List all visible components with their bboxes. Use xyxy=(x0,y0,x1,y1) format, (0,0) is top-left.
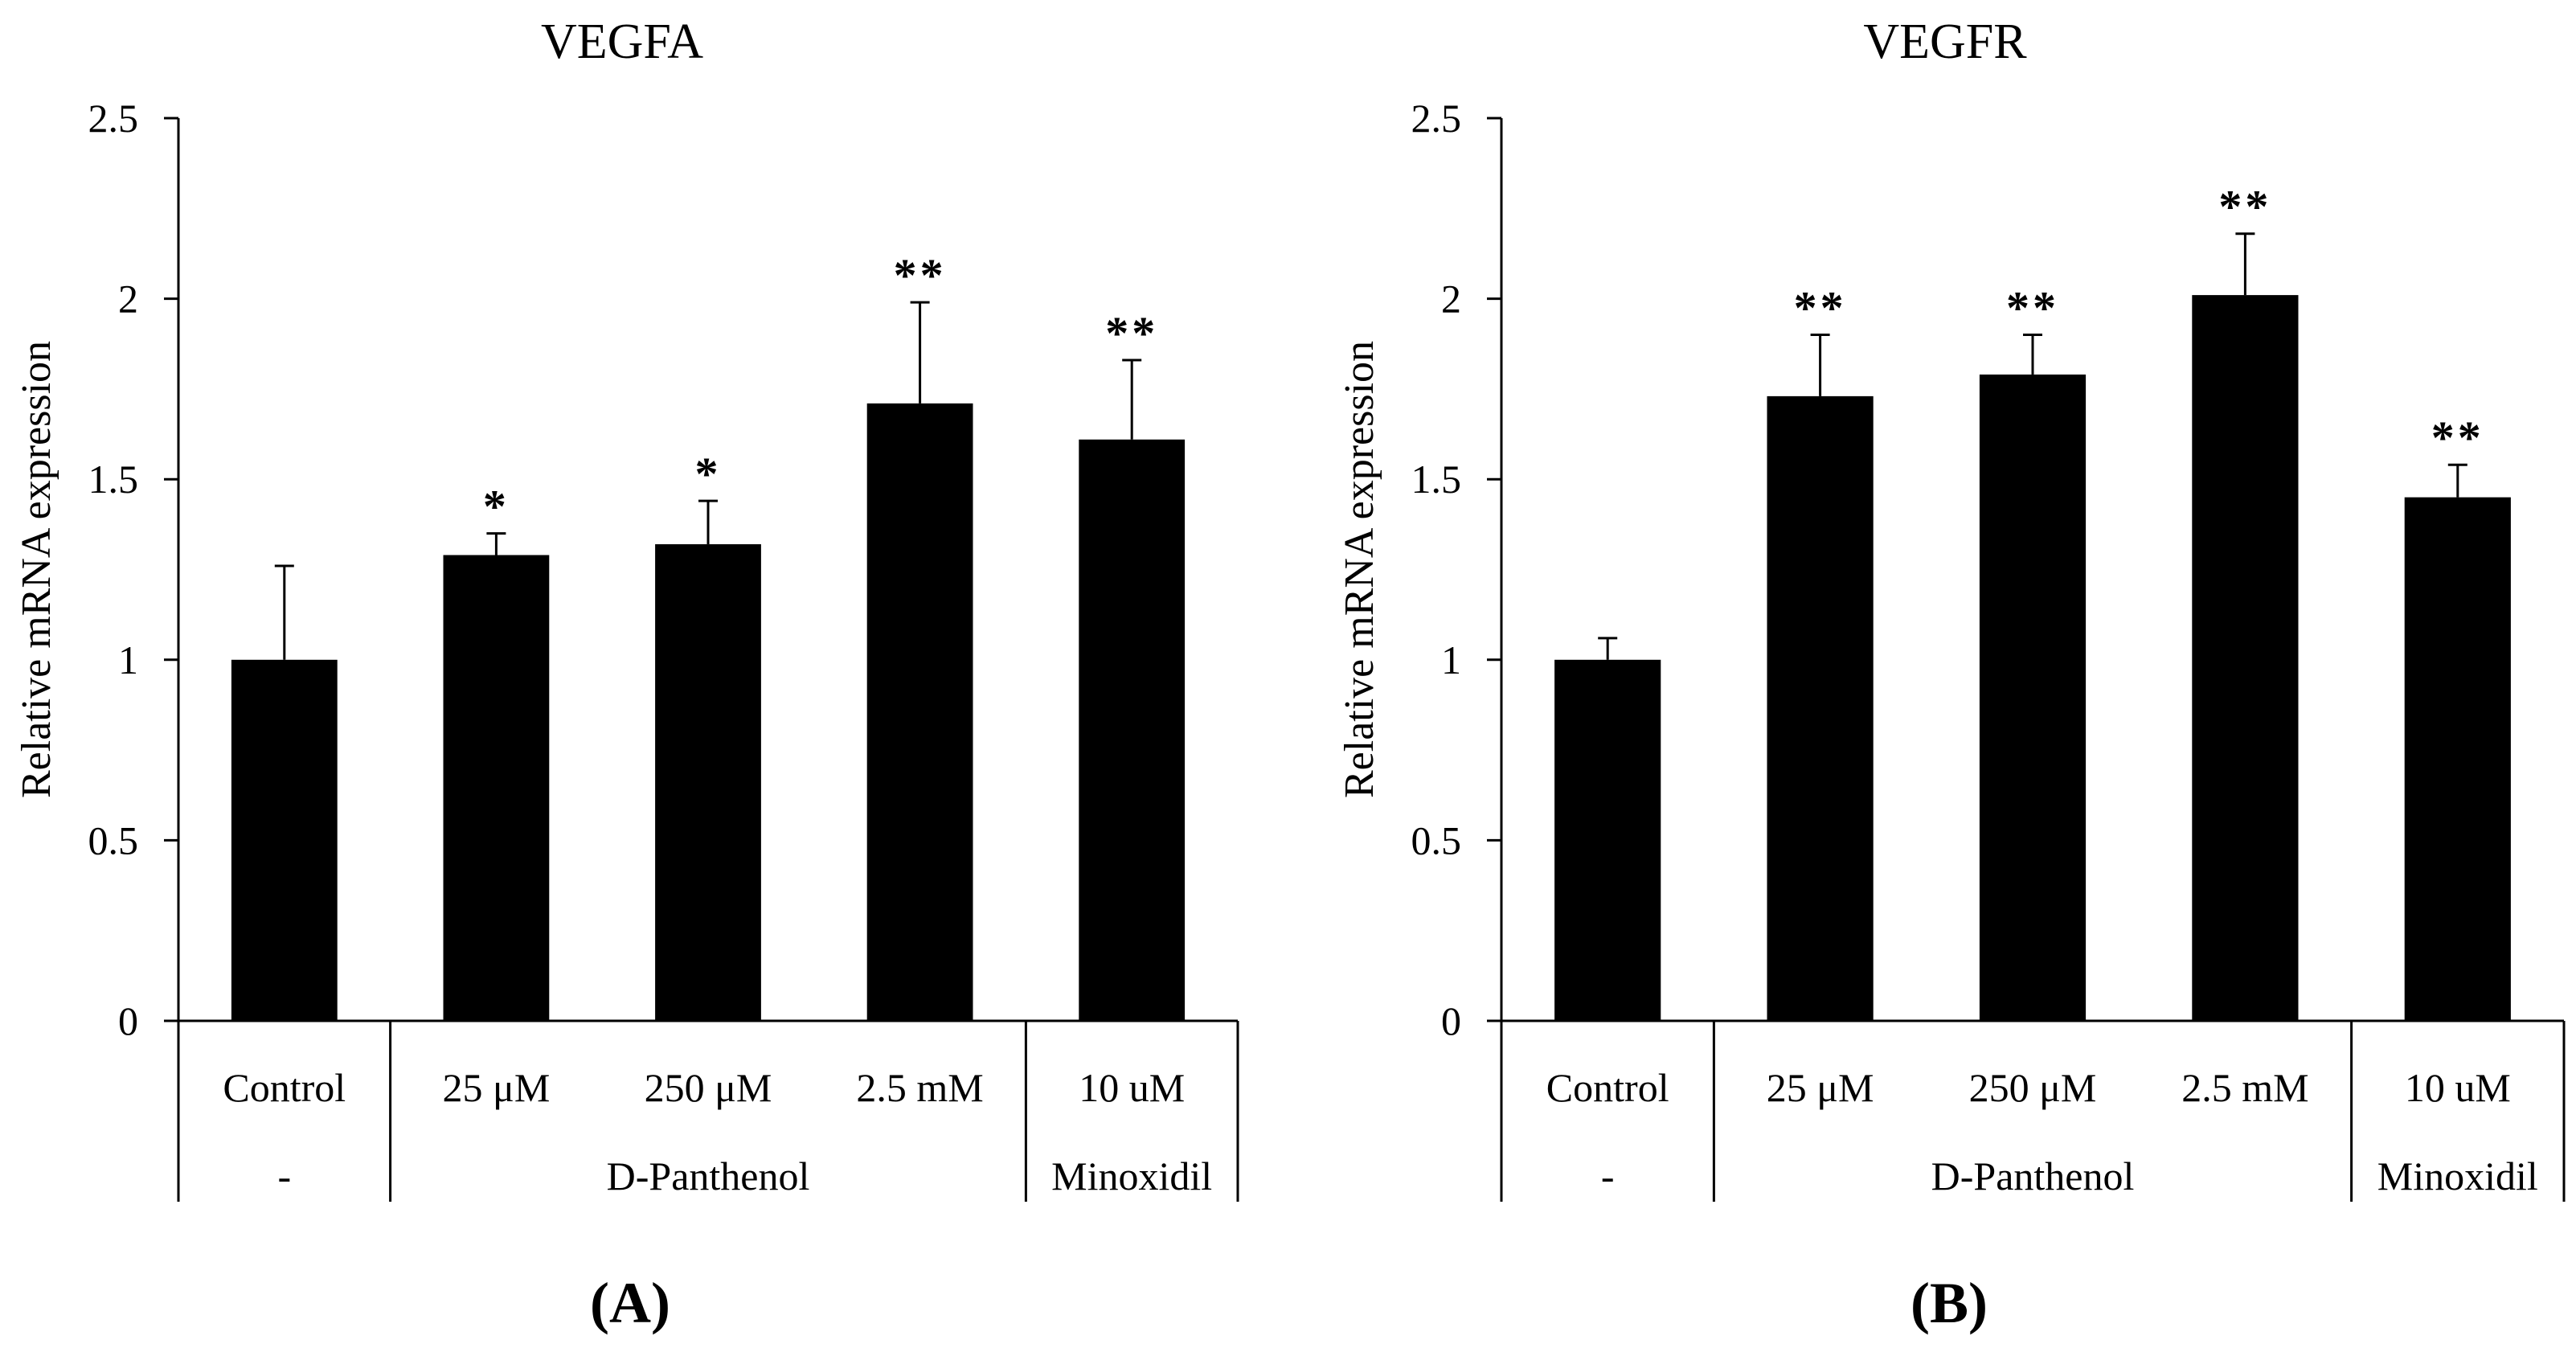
y-tick-label: 1.5 xyxy=(1411,457,1462,502)
group-label: - xyxy=(277,1153,291,1198)
bar xyxy=(866,403,973,1021)
panel-label: (A) xyxy=(590,1271,670,1335)
bar xyxy=(1079,439,1186,1021)
y-tick-label: 2 xyxy=(1441,277,1461,322)
y-axis-label: Relative mRNA expression xyxy=(1337,341,1382,798)
y-tick-label: 2 xyxy=(118,277,138,322)
x-tick-label: 250 μM xyxy=(1969,1065,2097,1110)
bar xyxy=(2404,497,2511,1021)
significance-label: ** xyxy=(894,249,947,301)
group-label: D-Panthenol xyxy=(607,1153,810,1198)
x-tick-label: Control xyxy=(1546,1065,1669,1110)
group-label: D-Panthenol xyxy=(1931,1153,2135,1198)
chart-title: VEGFR xyxy=(1863,14,2027,69)
panel-label: (B) xyxy=(1910,1271,1988,1335)
x-tick-label: 25 μM xyxy=(443,1065,551,1110)
y-tick-label: 0 xyxy=(118,998,138,1043)
bar xyxy=(1767,395,1874,1021)
bar xyxy=(443,555,550,1021)
x-tick-label: Control xyxy=(223,1065,346,1110)
y-tick-label: 2.5 xyxy=(88,96,139,141)
y-tick-label: 0.5 xyxy=(88,817,139,862)
x-tick-label: 250 μM xyxy=(645,1065,772,1110)
significance-label: ** xyxy=(1794,282,1847,334)
y-tick-label: 1 xyxy=(1441,637,1461,682)
significance-label: * xyxy=(483,481,510,533)
y-axis-label: Relative mRNA expression xyxy=(14,341,59,798)
significance-label: * xyxy=(695,448,722,500)
x-tick-label: 10 uM xyxy=(2405,1065,2511,1110)
panel-b-vegfr-chart: VEGFR 0 0.5 1 1.5 2 2.5 Relative mRNA expressio… xyxy=(1337,14,2566,1335)
chart-title: VEGFA xyxy=(541,14,703,69)
bar xyxy=(2192,295,2299,1021)
y-tick-label: 2.5 xyxy=(1411,96,1462,141)
y-tick-label: 1 xyxy=(118,637,138,682)
bar xyxy=(1554,659,1661,1021)
bar xyxy=(655,544,761,1021)
x-tick-label: 10 uM xyxy=(1079,1065,1185,1110)
significance-label: ** xyxy=(2431,412,2484,464)
panel-a-vegfa-chart: VEGFA 0 0.5 1 1.5 2 2.5 Relative mRNA expressio… xyxy=(14,14,1239,1335)
group-label: Minoxidil xyxy=(1051,1153,1212,1198)
significance-label: ** xyxy=(2218,181,2271,233)
group-label: - xyxy=(1601,1153,1615,1198)
y-tick-label: 0 xyxy=(1441,998,1461,1043)
x-tick-label: 25 μM xyxy=(1767,1065,1874,1110)
x-tick-label: 2.5 mM xyxy=(856,1065,983,1110)
y-tick-label: 0.5 xyxy=(1411,817,1462,862)
bar xyxy=(1979,374,2087,1021)
x-tick-label: 2.5 mM xyxy=(2181,1065,2308,1110)
bar xyxy=(231,659,338,1021)
y-tick-label: 1.5 xyxy=(88,457,139,502)
group-label: Minoxidil xyxy=(2377,1153,2538,1198)
significance-label: ** xyxy=(1105,307,1158,359)
significance-label: ** xyxy=(2006,282,2059,334)
